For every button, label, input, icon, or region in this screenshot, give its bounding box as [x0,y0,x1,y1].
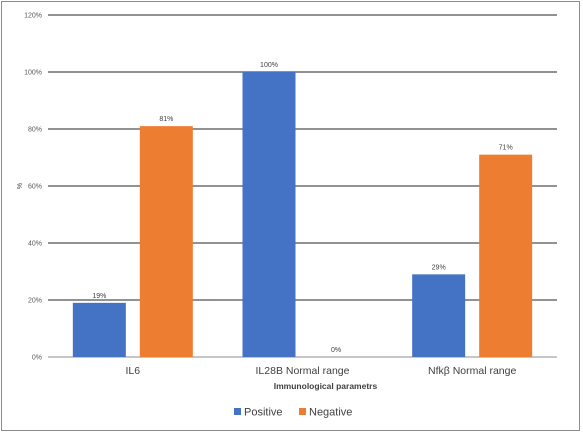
data-labels: 19% 81% 100% 0% 29% 71% [92,62,512,354]
gridlines [48,14,557,358]
bar-positive [242,72,296,357]
y-tick-label: 20% [28,298,42,305]
y-tick-label: 60% [28,184,42,191]
y-tick-label: 40% [28,241,42,248]
legend-label-positive: Positive [244,407,283,419]
data-label: 29% [432,264,446,271]
category-label: Nfkβ Normal range [428,365,516,377]
y-tick-label: 0% [32,355,42,362]
y-axis-ticks: 0% 20% 40% 60% 80% 100% 120% [24,13,42,362]
y-tick-label: 80% [28,127,42,134]
bar-positive [72,302,126,357]
y-tick-label: 100% [24,70,42,77]
bar-negative [139,126,193,358]
data-label: 19% [92,293,106,300]
bars [72,72,533,358]
x-axis-title: Immunological parametrs [274,381,378,391]
legend-swatch-negative [299,408,306,415]
legend: Positive Negative [234,407,352,419]
legend-swatch-positive [234,408,241,415]
y-axis-title: % [17,183,24,189]
y-tick-label: 120% [24,13,42,20]
category-labels: IL6 IL28B Normal range Nfkβ Normal range [126,365,517,377]
bar-negative [479,154,533,357]
legend-label-negative: Negative [309,407,352,419]
bar-positive [412,274,466,357]
data-label: 81% [159,116,173,123]
category-label: IL6 [126,365,141,377]
data-label: 0% [331,347,341,354]
data-label: 100% [260,62,278,69]
category-label: IL28B Normal range [256,365,350,377]
data-label: 71% [499,145,513,152]
